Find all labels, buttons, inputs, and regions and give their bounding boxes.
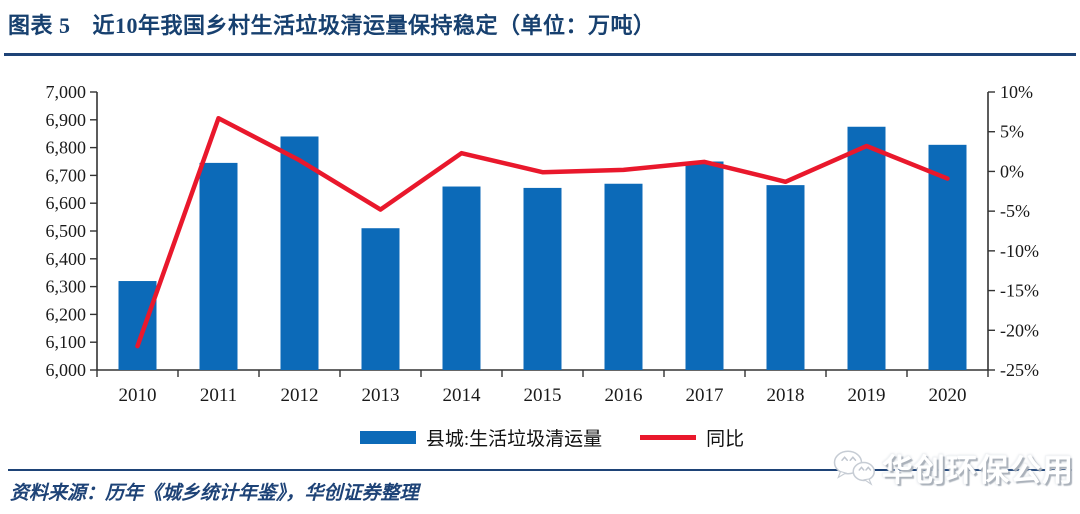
- x-axis-year-label: 2013: [362, 385, 400, 406]
- footer-divider-rule: [8, 469, 1072, 471]
- legend-item-line-series: 同比: [640, 424, 744, 451]
- bar-2016: [604, 183, 643, 370]
- right-axis-tick-label: 10%: [1000, 82, 1033, 102]
- figure-title-text: 近10年我国乡村生活垃圾清运量保持稳定（单位：万吨）: [92, 13, 656, 38]
- chart-legend: 县城:生活垃圾清运量 同比: [12, 424, 1080, 450]
- left-axis-tick-label: 6,900: [46, 110, 87, 130]
- legend-item-bar-series: 县城:生活垃圾清运量: [359, 424, 603, 451]
- bar-2012: [280, 136, 319, 370]
- x-axis-year-label: 2015: [524, 385, 562, 406]
- figure-title: 图表 5 近10年我国乡村生活垃圾清运量保持稳定（单位：万吨）: [8, 8, 656, 40]
- left-axis-tick-label: 6,800: [46, 138, 87, 158]
- left-axis-tick-label: 6,000: [46, 360, 87, 380]
- watermark-text: 华创环保公用: [882, 452, 1074, 488]
- left-axis-tick-label: 6,700: [46, 165, 87, 185]
- yoy-line: [135, 115, 950, 349]
- bar-2011: [199, 162, 238, 370]
- x-axis-year-label: 2020: [929, 385, 967, 406]
- figure-number-label: 图表 5: [8, 13, 71, 38]
- source-note: 资料来源：历年《城乡统计年鉴》，华创证券整理: [10, 483, 419, 504]
- right-axis-tick-label: -10%: [1000, 241, 1039, 261]
- x-axis-year-label: 2018: [767, 385, 805, 406]
- line-series-swatch: [640, 434, 697, 440]
- chart-area: 7,000 6,900 6,800 6,700 6,600 6,500 6,400 6,300…: [0, 60, 1080, 412]
- bar-2018: [766, 185, 805, 370]
- left-axis-tick-label: 6,300: [46, 277, 87, 297]
- right-axis-tick-label: -5%: [1000, 201, 1030, 221]
- title-divider-rule: [4, 53, 1076, 56]
- left-axis-tick-label: 7,000: [46, 82, 87, 102]
- right-axis-tick-label: -15%: [1000, 281, 1039, 301]
- bar-2010: [118, 281, 157, 370]
- right-axis-tick-label: 0%: [1000, 161, 1024, 181]
- x-axis-year-label: 2017: [686, 385, 724, 406]
- right-axis-tick-label: -25%: [1000, 360, 1039, 380]
- bar-2015: [523, 187, 562, 370]
- bar-2019: [847, 126, 886, 370]
- left-axis-tick-label: 6,600: [46, 193, 87, 213]
- bar-2013: [361, 228, 400, 370]
- bar-series-label: 县城:生活垃圾清运量: [425, 428, 603, 450]
- left-axis-tick-label: 6,500: [46, 221, 87, 241]
- right-axis-tick-label: 5%: [1000, 122, 1024, 142]
- bar-2014: [442, 186, 481, 370]
- bar-2020: [928, 144, 967, 370]
- x-axis-year-label: 2010: [119, 385, 157, 406]
- bar-2017: [685, 161, 724, 370]
- left-axis-tick-label: 6,400: [46, 249, 87, 269]
- bar-series-swatch: [359, 430, 416, 444]
- x-axis-year-label: 2016: [605, 385, 643, 406]
- x-axis-year-label: 2011: [200, 385, 237, 406]
- line-series-label: 同比: [706, 428, 745, 450]
- x-axis-year-label: 2019: [848, 385, 886, 406]
- x-axis-year-label: 2014: [443, 385, 482, 406]
- left-axis-tick-label: 6,100: [46, 332, 87, 352]
- x-axis-year-label: 2012: [281, 385, 319, 406]
- left-axis-tick-label: 6,200: [46, 304, 87, 324]
- combo-chart: 7,000 6,900 6,800 6,700 6,600 6,500 6,400 6,300…: [46, 82, 1040, 406]
- right-axis-tick-label: -20%: [1000, 320, 1039, 340]
